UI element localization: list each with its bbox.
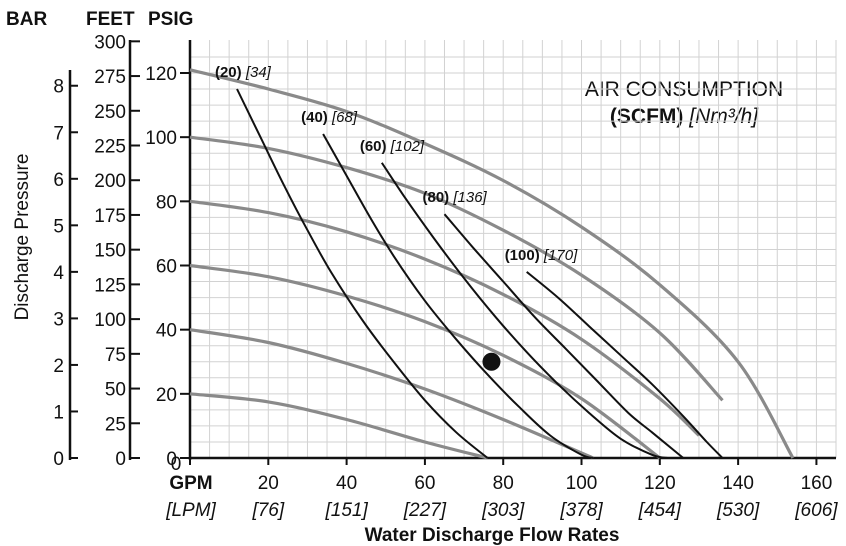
performance-curve (189, 392, 488, 460)
air-curve-label: (60) [102] (360, 138, 425, 155)
psig-tick-label: 20 (156, 385, 177, 406)
x-tick-label-lpm: [151] (324, 500, 368, 521)
chart-subtitle: (SCFM) [Nm³/h] (610, 105, 759, 128)
air-curve-label: (100) [170] (505, 247, 578, 264)
air-curve-label: (40) [68] (301, 109, 358, 126)
feet-tick-label: 50 (105, 380, 126, 401)
x-tick-label: 40 (336, 473, 357, 494)
performance-curve (189, 263, 661, 460)
bar-tick-label: 1 (53, 402, 64, 423)
performance-curve (189, 199, 701, 437)
performance-curve (189, 135, 724, 402)
performance-curve (189, 68, 795, 459)
feet-tick-label: 225 (94, 137, 126, 158)
x-tick-label-lpm: [303] (481, 500, 525, 521)
x-tick-label: 80 (493, 473, 514, 494)
feet-tick-label: 100 (94, 310, 126, 331)
bar-tick-label: 4 (53, 263, 64, 284)
feet-tick-label: 275 (94, 67, 126, 88)
bar-tick-label: 7 (53, 123, 64, 144)
y-axis-label: Discharge Pressure (12, 154, 33, 321)
air-consumption-curve (526, 271, 724, 459)
feet-tick-label: 125 (94, 275, 126, 296)
x-tick-label-lpm: [530] (716, 500, 760, 521)
x-tick-label: 20 (258, 473, 279, 494)
psig-tick-label: 60 (156, 257, 177, 278)
x-unit-gpm: GPM (169, 473, 212, 494)
psig-tick-label: 80 (156, 192, 177, 213)
bar-tick-label: 8 (53, 77, 64, 98)
x-tick-label: 60 (414, 473, 435, 494)
bar-tick-label: 2 (53, 356, 64, 377)
air-curve-label: (20) [34] (215, 64, 272, 81)
air-consumption-curve (380, 162, 668, 459)
psig-tick-label: 0 (166, 449, 177, 470)
feet-tick-label: 175 (94, 206, 126, 227)
x-tick-label: 140 (722, 473, 754, 494)
x-unit-lpm: [LPM] (165, 500, 216, 521)
psig-tick-label: 40 (156, 321, 177, 342)
feet-tick-label: 0 (115, 449, 126, 470)
bar-tick-label: 0 (53, 449, 64, 470)
x-tick-label: 120 (644, 473, 676, 494)
feet-header: FEET (86, 9, 135, 30)
bar-tick-label: 6 (53, 170, 64, 191)
feet-tick-label: 75 (105, 345, 126, 366)
air-consumption-curve (443, 213, 684, 459)
title-scfm: (SCFM) (610, 105, 683, 128)
air-consumption-curve (322, 133, 594, 459)
bar-tick-label: 3 (53, 309, 64, 330)
x-tick-label: 100 (566, 473, 598, 494)
psig-header: PSIG (148, 9, 193, 30)
x-tick-label: 0 (171, 454, 182, 475)
feet-tick-label: 25 (105, 414, 126, 435)
x-tick-label-lpm: [76] (251, 500, 284, 521)
bar-tick-label: 5 (53, 216, 64, 237)
bar-header: BAR (6, 9, 47, 30)
x-tick-label: 160 (801, 473, 833, 494)
psig-tick-label: 100 (145, 128, 177, 149)
feet-tick-label: 300 (94, 32, 126, 53)
air-consumption-curve (236, 88, 489, 459)
x-axis-label: Water Discharge Flow Rates (365, 525, 620, 546)
air-curve-label: (80) [136] (422, 189, 487, 206)
feet-tick-label: 250 (94, 102, 126, 123)
feet-tick-label: 150 (94, 241, 126, 262)
x-tick-label-lpm: [378] (559, 500, 603, 521)
x-tick-label-lpm: [454] (638, 500, 682, 521)
psig-tick-label: 120 (145, 64, 177, 85)
x-tick-label-lpm: [227] (403, 500, 447, 521)
x-tick-label-lpm: [606] (794, 500, 838, 521)
feet-tick-label: 200 (94, 171, 126, 192)
performance-curve (189, 328, 594, 460)
operating-point-marker (482, 352, 501, 371)
title-nm3h: [Nm³/h] (688, 105, 759, 128)
